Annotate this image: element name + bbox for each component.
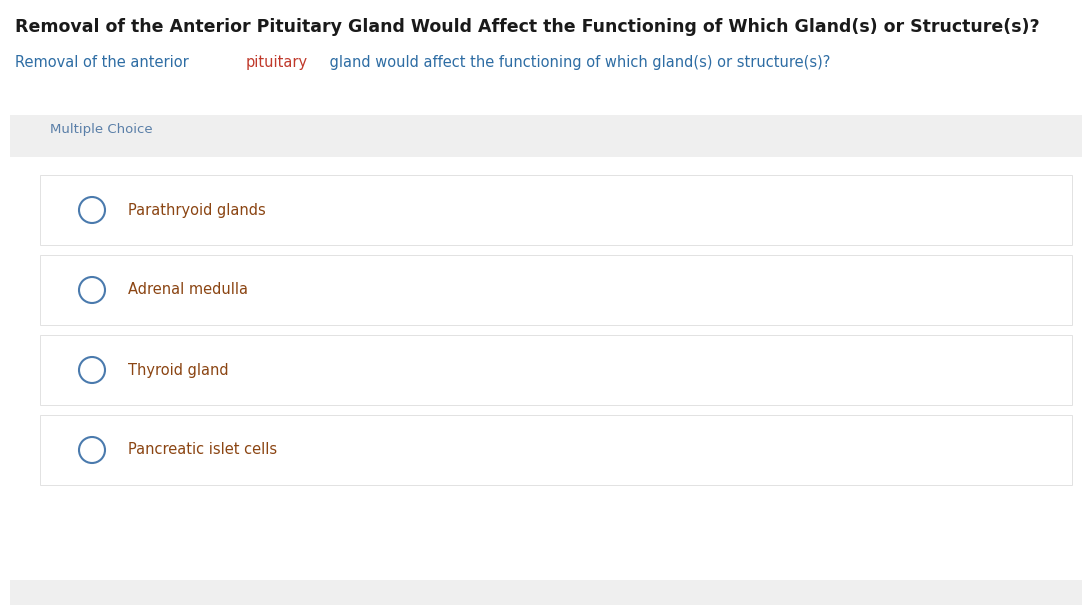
Text: Pancreatic islet cells: Pancreatic islet cells — [128, 442, 277, 458]
Text: gland would affect the functioning of which gland(s) or structure(s)?: gland would affect the functioning of wh… — [325, 55, 831, 70]
Bar — [10, 115, 1082, 157]
Text: Removal of the Anterior Pituitary Gland Would Affect the Functioning of Which Gl: Removal of the Anterior Pituitary Gland … — [15, 18, 1040, 36]
Bar — [10, 580, 1082, 605]
Text: Parathryoid glands: Parathryoid glands — [128, 202, 265, 218]
Bar — [40, 175, 1072, 245]
Text: pituitary: pituitary — [246, 55, 307, 70]
Bar — [40, 335, 1072, 405]
Text: Multiple Choice: Multiple Choice — [50, 123, 153, 136]
Text: Adrenal medulla: Adrenal medulla — [128, 282, 248, 298]
Text: Removal of the anterior: Removal of the anterior — [15, 55, 193, 70]
Text: Thyroid gland: Thyroid gland — [128, 362, 228, 378]
Bar — [40, 255, 1072, 325]
Bar — [40, 415, 1072, 485]
